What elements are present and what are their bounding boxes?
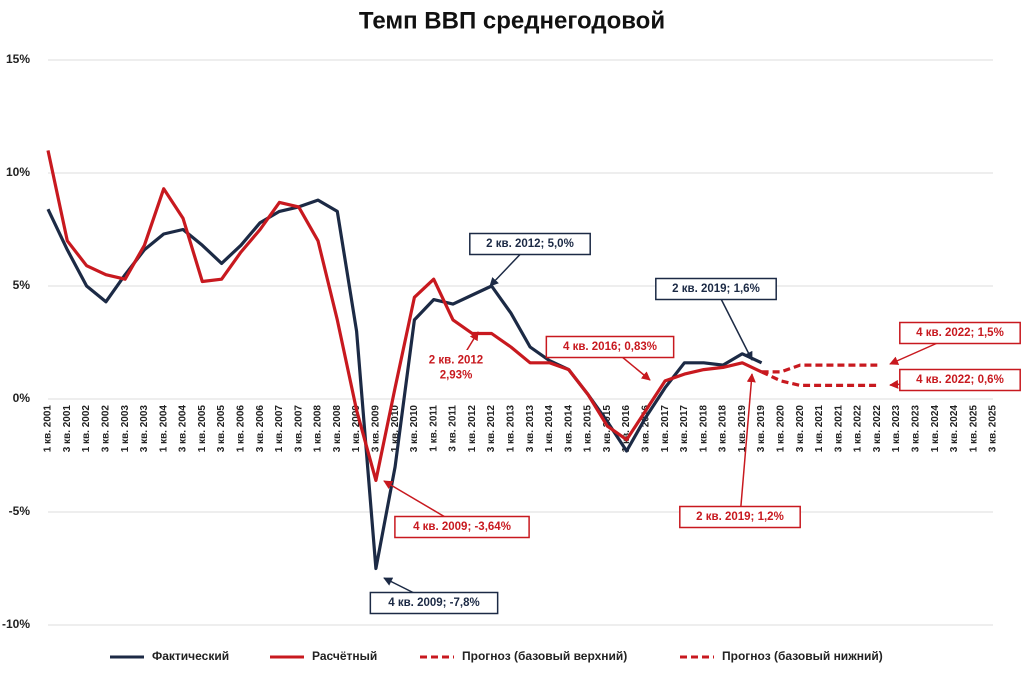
annotation-arrow xyxy=(715,288,753,361)
x-tick-label: 3 кв. 2011 xyxy=(448,405,459,452)
legend-label: Прогноз (базовый верхний) xyxy=(462,649,627,663)
annotation-box xyxy=(899,321,1021,345)
x-tick-label: 3 кв. 2003 xyxy=(139,405,150,453)
x-tick-label: 1 кв. 2020 xyxy=(775,405,786,453)
x-tick-label: 3 кв. 2010 xyxy=(409,405,420,453)
x-tick-label: 1 кв. 2021 xyxy=(814,405,825,453)
series-line xyxy=(46,150,763,482)
annotation-text: 2 кв. 2012; 5,0% xyxy=(486,238,574,250)
x-tick-label: 1 кв. 2023 xyxy=(891,405,902,453)
x-tick-label: 3 кв. 2001 xyxy=(62,405,73,453)
x-tick-label: 3 кв. 2023 xyxy=(910,405,921,453)
x-tick-label: 1 кв. 2001 xyxy=(43,405,54,453)
x-tick-label: 3 кв. 2006 xyxy=(255,405,266,453)
x-tick-label: 3 кв. 2002 xyxy=(100,405,111,453)
x-tick-label: 3 кв. 2009 xyxy=(370,405,381,453)
x-tick-label: 3 кв. 2007 xyxy=(293,405,304,453)
chart-title: Темп ВВП среднегодовой xyxy=(359,7,665,34)
x-tick-label: 1 кв. 2016 xyxy=(621,405,632,453)
x-tick-label: 3 кв. 2022 xyxy=(872,405,883,453)
series-line xyxy=(761,363,878,374)
y-tick-label: 10% xyxy=(6,165,30,179)
x-tick-label: 1 кв. 2008 xyxy=(313,405,324,453)
x-tick-label: 3 кв. 2013 xyxy=(525,405,536,453)
x-tick-label: 1 кв. 2024 xyxy=(930,405,941,453)
annotation-text: 2 кв. 2012 xyxy=(429,355,483,367)
x-tick-label: 3 кв. 2021 xyxy=(833,405,844,453)
x-tick-label: 1 кв. 2014 xyxy=(544,405,555,453)
series-line xyxy=(760,370,878,387)
annotation-box xyxy=(545,335,675,359)
x-tick-label: 1 кв. 2006 xyxy=(235,405,246,453)
annotation-text: 4 кв. 2009; -3,64% xyxy=(413,521,511,533)
x-tick-label: 3 кв. 2017 xyxy=(679,405,690,453)
y-tick-label: -5% xyxy=(9,504,31,518)
legend-label: Прогноз (базовый нижний) xyxy=(722,649,883,663)
annotation-box xyxy=(899,368,1021,392)
x-tick-label: 3 кв. 2016 xyxy=(640,405,651,453)
x-tick-label: 3 кв. 2004 xyxy=(178,405,189,453)
y-tick-label: 5% xyxy=(13,278,31,292)
y-tick-label: 0% xyxy=(13,391,31,405)
annotation-box xyxy=(394,515,530,539)
annotation-text: 2 кв. 2019; 1,2% xyxy=(696,511,784,523)
x-tick-label: 1 кв. 2019 xyxy=(737,405,748,453)
y-tick-label: 15% xyxy=(6,52,30,66)
annotation-text: 4 кв. 2022; 1,5% xyxy=(916,327,1004,339)
legend-label: Расчётный xyxy=(312,649,377,663)
x-tick-label: 3 кв. 2005 xyxy=(216,405,227,453)
x-tick-label: 1 кв. 2025 xyxy=(968,405,979,453)
annotation-box xyxy=(369,591,499,615)
x-tick-label: 1 кв. 2018 xyxy=(698,405,709,453)
x-tick-label: 1 кв. 2002 xyxy=(81,405,92,453)
x-tick-label: 1 кв. 2012 xyxy=(467,405,478,453)
x-tick-label: 3 кв. 2015 xyxy=(602,405,613,453)
x-tick-label: 1 кв. 2011 xyxy=(428,405,439,452)
y-tick-label: -10% xyxy=(2,617,30,631)
annotation-text: 4 кв. 2016; 0,83% xyxy=(563,341,657,353)
x-tick-label: 1 кв. 2022 xyxy=(853,405,864,453)
annotation-text: 2 кв. 2019; 1,6% xyxy=(672,283,760,295)
x-tick-label: 3 кв. 2012 xyxy=(486,405,497,453)
x-tick-label: 1 кв. 2003 xyxy=(120,405,131,453)
annotation-box xyxy=(655,277,777,301)
x-tick-label: 1 кв. 2005 xyxy=(197,405,208,453)
series-line xyxy=(46,198,763,571)
annotation-box xyxy=(469,232,591,256)
annotation-text: 2,93% xyxy=(440,370,473,382)
annotation-box xyxy=(679,505,801,529)
x-tick-label: 1 кв. 2017 xyxy=(660,405,671,453)
x-tick-label: 3 кв. 2019 xyxy=(756,405,767,453)
x-tick-label: 1 кв. 2010 xyxy=(390,405,401,453)
x-tick-label: 3 кв. 2014 xyxy=(563,405,574,453)
annotation-text: 4 кв. 2022; 0,6% xyxy=(916,374,1004,386)
annotation-arrow xyxy=(739,373,756,518)
x-tick-label: 3 кв. 2018 xyxy=(718,405,729,453)
annotation-box xyxy=(416,350,496,386)
x-tick-label: 3 кв. 2020 xyxy=(795,405,806,453)
x-tick-label: 1 кв. 2015 xyxy=(583,405,594,453)
x-tick-label: 1 кв. 2013 xyxy=(505,405,516,453)
legend-label: Фактический xyxy=(152,649,229,663)
annotation-text: 4 кв. 2009; -7,8% xyxy=(388,597,479,609)
x-tick-label: 1 кв. 2009 xyxy=(351,405,362,453)
x-tick-label: 3 кв. 2025 xyxy=(988,405,999,453)
x-tick-label: 3 кв. 2008 xyxy=(332,405,343,453)
x-tick-label: 1 кв. 2007 xyxy=(274,405,285,453)
x-tick-label: 1 кв. 2004 xyxy=(158,405,169,453)
x-tick-label: 3 кв. 2024 xyxy=(949,405,960,453)
